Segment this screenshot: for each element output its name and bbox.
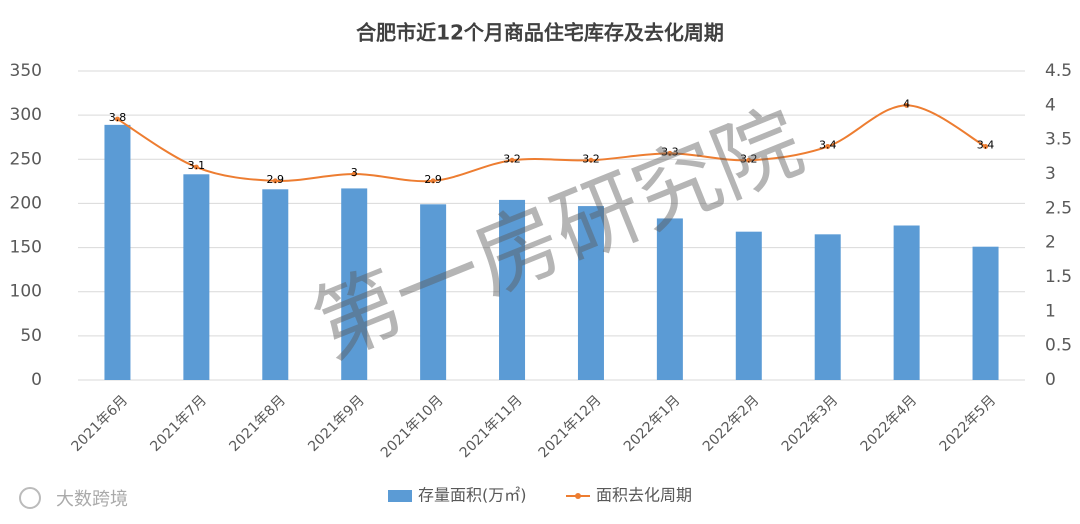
y2-tick-label: 2.5: [1045, 198, 1072, 218]
legend-label: 存量面积(万㎡): [418, 486, 527, 505]
y-tick-label: 0: [31, 370, 42, 390]
line-marker: [430, 178, 436, 184]
data-label: 3.4: [977, 139, 995, 152]
line: [116, 104, 987, 183]
y-tick-label: 350: [10, 61, 42, 81]
data-label: 3.2: [503, 152, 521, 165]
y2-tick-label: 0: [1045, 370, 1056, 390]
bar: [735, 231, 762, 380]
y-tick-label: 250: [10, 149, 42, 169]
y2-tick-label: 4.5: [1045, 61, 1072, 81]
y2-tick-label: 3: [1045, 164, 1056, 184]
data-label: 2.9: [424, 173, 442, 186]
line-marker: [904, 102, 910, 108]
data-label: 3.1: [188, 159, 206, 172]
line-marker: [509, 157, 515, 163]
line-marker: [746, 157, 752, 163]
bar: [183, 174, 210, 380]
line-marker: [588, 157, 594, 163]
line-marker: [825, 144, 831, 150]
bar: [577, 206, 604, 380]
line-marker: [983, 144, 989, 150]
bar: [893, 225, 920, 380]
bar: [972, 246, 999, 380]
data-label: 3.2: [582, 152, 600, 165]
bar: [341, 188, 368, 380]
y2-tick-label: 0.5: [1045, 336, 1072, 356]
line-marker: [114, 116, 120, 122]
data-label: 3.3: [661, 145, 679, 158]
line-marker: [667, 150, 673, 156]
line-marker: [193, 164, 199, 170]
y2-tick-label: 4: [1045, 95, 1056, 115]
legend-label: 面积去化周期: [596, 486, 692, 505]
y-tick-label: 300: [10, 105, 42, 125]
data-label: 2.9: [267, 173, 285, 186]
bar: [262, 189, 289, 380]
bar: [104, 124, 131, 381]
y-tick-label: 150: [10, 238, 42, 258]
line-marker: [272, 178, 278, 184]
y2-tick-label: 1.5: [1045, 267, 1072, 287]
bar: [499, 199, 526, 380]
data-label: 3.4: [819, 139, 837, 152]
bar: [420, 204, 447, 380]
bar: [814, 234, 841, 380]
source-logo: 大数跨境: [56, 489, 128, 510]
y2-tick-label: 1: [1045, 301, 1056, 321]
chart-title: 合肥市近12个月商品住宅库存及去化周期: [356, 21, 724, 45]
y2-tick-label: 2: [1045, 233, 1056, 253]
bar: [656, 218, 683, 380]
data-label: 3: [351, 166, 358, 179]
source-icon: [19, 487, 41, 509]
legend-swatch: [388, 490, 412, 502]
y-tick-label: 100: [10, 282, 42, 302]
y-tick-label: 50: [20, 326, 42, 346]
y2-tick-label: 3.5: [1045, 130, 1072, 150]
legend-swatch: [575, 493, 581, 499]
data-label: 3.8: [109, 111, 127, 124]
line-marker: [351, 171, 357, 177]
data-label: 3.2: [740, 152, 758, 165]
y-tick-label: 200: [10, 193, 42, 213]
data-label: 4: [903, 97, 910, 110]
